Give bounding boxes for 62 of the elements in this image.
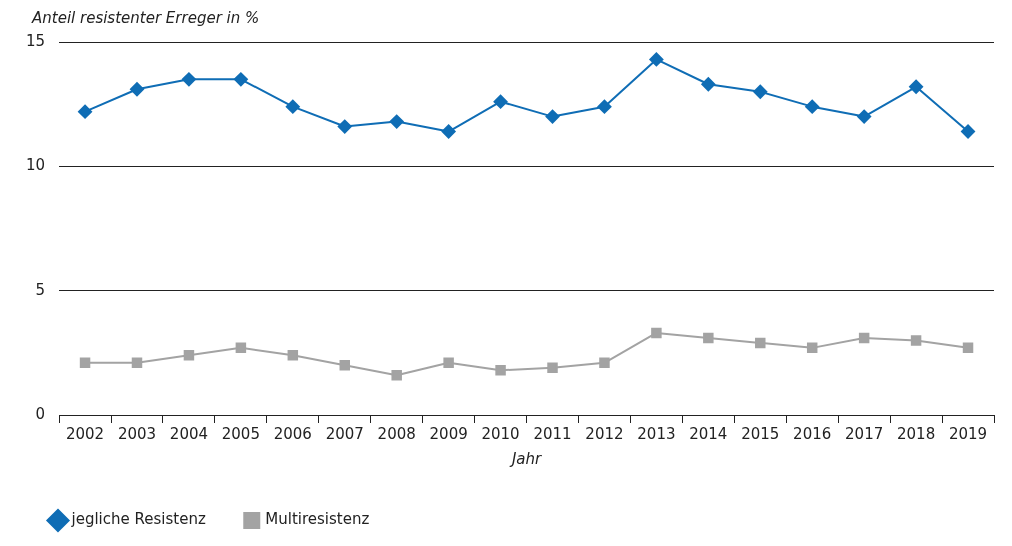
x-tick-label: 2005 [221,424,260,443]
x-tick-label: 2017 [845,424,884,443]
point [961,124,976,139]
point [858,332,870,344]
point [701,77,716,92]
point [339,360,350,371]
x-tick-label: 2004 [169,424,209,443]
point [130,82,144,97]
legend-label: Multiresistenz [265,510,370,529]
point [131,357,143,369]
point [181,72,196,87]
x-tick-label: 2008 [377,424,416,443]
x-tick-label: 2009 [429,424,468,443]
point [233,72,248,87]
point [285,99,300,114]
point [78,104,93,119]
point [857,109,872,124]
point [910,335,922,346]
point [443,357,454,369]
point [599,357,610,369]
x-tick-label: 2018 [897,424,936,443]
point [649,52,664,67]
point [495,365,506,376]
point [651,327,662,339]
point [183,350,195,361]
y-axis-title: Anteil resistenter Erreger in % [31,9,260,28]
point [391,369,402,381]
point [962,342,974,354]
x-tick-label: 2010 [481,424,520,443]
point [597,99,612,114]
legend-label: jegliche Resistenz [70,510,206,529]
x-tick-label: 2011 [533,424,572,443]
point [703,332,714,344]
x-tick-label: 2012 [585,424,624,443]
x-tick-label: 2015 [741,424,780,443]
x-tick-label: 2019 [948,424,988,443]
point [806,342,818,354]
x-tick-label: 2016 [793,424,832,443]
x-tick-label: 2002 [65,424,105,443]
point [545,109,560,124]
y-tick-label: 15 [25,31,46,50]
point [547,362,558,373]
point [805,99,820,114]
point [389,114,404,129]
point [287,350,299,361]
y-tick-label: 10 [25,156,46,175]
x-tick-label: 2006 [273,424,312,443]
point [493,94,508,109]
x-tick-label: 2003 [117,424,157,443]
point [753,84,768,99]
point [909,79,924,94]
point [79,357,91,369]
x-tick-label: 2013 [637,424,676,443]
point [337,119,352,134]
point [755,337,766,349]
x-axis-title: Jahr [508,449,543,468]
x-tick-label: 2007 [325,424,364,443]
point [235,342,247,354]
y-tick-label: 0 [35,404,46,423]
y-tick-label: 5 [35,280,46,299]
point [441,124,456,139]
x-tick-label: 2014 [689,424,728,443]
